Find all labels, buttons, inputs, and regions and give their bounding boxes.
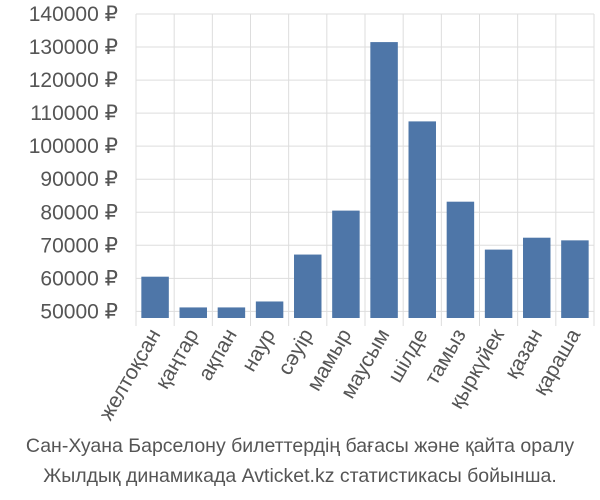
bar-chart: 50000 ₽ 60000 ₽ 70000 ₽ 80000 ₽ 90000 ₽ 10000… xyxy=(29,3,595,424)
bar-10 xyxy=(484,249,513,318)
bar-3 xyxy=(217,307,246,318)
bar-12 xyxy=(561,240,589,318)
y-tick-label: 80000 ₽ xyxy=(40,201,118,224)
bar-7 xyxy=(370,42,398,319)
caption-line-2: Жылдық динамикада Avticket.kz статистика… xyxy=(43,465,557,487)
bar-2 xyxy=(179,307,207,318)
y-tick-label: 50000 ₽ xyxy=(40,300,118,323)
y-tick-label: 100000 ₽ xyxy=(29,135,118,158)
grid-layer xyxy=(135,13,595,326)
x-category-label: ақпан xyxy=(194,325,242,385)
y-axis-tick-labels: 50000 ₽ 60000 ₽ 70000 ₽ 80000 ₽ 90000 ₽ 10000… xyxy=(29,3,118,323)
y-tick-label: 120000 ₽ xyxy=(29,69,118,92)
y-tick-label: 90000 ₽ xyxy=(40,168,118,191)
bar-layer xyxy=(141,42,589,319)
y-tick-label: 130000 ₽ xyxy=(29,36,118,59)
y-tick-label: 140000 ₽ xyxy=(29,3,118,26)
x-axis-category-labels: желтоқсанқаңтарақпаннаурсәуірмамырмаусым… xyxy=(95,324,586,424)
bar-5 xyxy=(294,254,322,318)
bar-8 xyxy=(408,121,436,319)
bar-11 xyxy=(523,237,551,318)
y-tick-label: 60000 ₽ xyxy=(40,267,118,290)
caption-line-1: Сан-Хуана Барселону билеттердің бағасы ж… xyxy=(25,435,575,457)
bar-1 xyxy=(141,276,169,318)
y-tick-label: 70000 ₽ xyxy=(40,234,118,257)
bar-9 xyxy=(446,201,475,318)
y-tick-label: 110000 ₽ xyxy=(30,102,118,125)
bar-4 xyxy=(255,301,284,318)
bar-6 xyxy=(332,210,360,318)
